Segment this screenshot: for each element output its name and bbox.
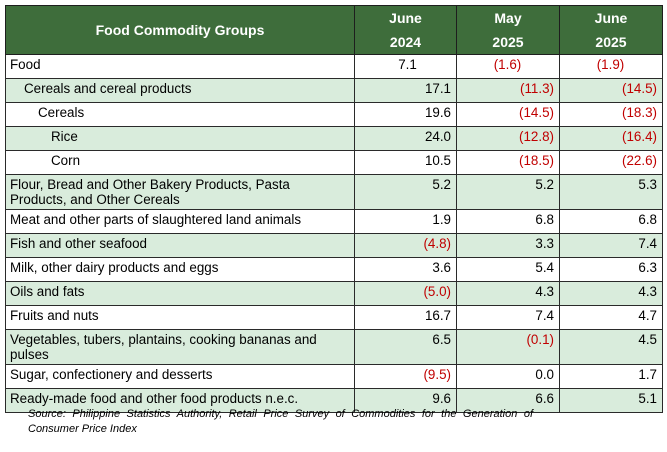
row-label: Corn (5, 150, 355, 175)
table-row: Corn 10.5 (18.5) (22.6) (5, 150, 663, 175)
row-value: 5.1 (559, 388, 663, 413)
row-value: (18.3) (559, 102, 663, 127)
row-value: 6.5 (354, 329, 457, 365)
row-value: 5.4 (456, 257, 560, 282)
table-row: Sugar, confectionery and desserts (9.5) 0.… (5, 364, 663, 389)
row-value: 6.3 (559, 257, 663, 282)
row-value: (18.5) (456, 150, 560, 175)
row-value: (14.5) (559, 78, 663, 103)
table-row: Food 7.1 (1.6) (1.9) (5, 54, 663, 79)
row-value: (16.4) (559, 126, 663, 151)
table-row: Vegetables, tubers, plantains, cooking b… (5, 329, 663, 365)
row-label: Ready-made food and other food products … (5, 388, 355, 413)
row-value: (1.9) (559, 54, 663, 79)
table-row: Cereals 19.6 (14.5) (18.3) (5, 102, 663, 127)
header-col-may-2025: May 2025 (456, 5, 560, 55)
row-label: Cereals and cereal products (5, 78, 355, 103)
table-row: Flour, Bread and Other Bakery Products, … (5, 174, 663, 210)
header-col-june-2024: June 2024 (354, 5, 457, 55)
row-value: (0.1) (456, 329, 560, 365)
row-value: (12.8) (456, 126, 560, 151)
header-year: 2024 (389, 34, 422, 50)
row-value: 7.4 (456, 305, 560, 330)
row-value: 4.3 (456, 281, 560, 306)
row-value: 5.3 (559, 174, 663, 210)
header-month: June (389, 10, 422, 26)
row-value: (4.8) (354, 233, 457, 258)
table-row: Ready-made food and other food products … (5, 388, 663, 413)
row-value: 9.6 (354, 388, 457, 413)
row-label: Rice (5, 126, 355, 151)
row-label: Fruits and nuts (5, 305, 355, 330)
row-value: 24.0 (354, 126, 457, 151)
header-year: 2025 (492, 34, 524, 50)
row-value: 16.7 (354, 305, 457, 330)
header-month: May (494, 10, 522, 26)
row-value: (9.5) (354, 364, 457, 389)
row-label: Oils and fats (5, 281, 355, 306)
cropped-caption-strip (0, 0, 667, 6)
row-value: 7.1 (354, 54, 457, 79)
row-value: (14.5) (456, 102, 560, 127)
row-value: 6.8 (456, 209, 560, 234)
row-label: Food (5, 54, 355, 79)
source-note: Source: Philippine Statistics Authority,… (28, 408, 533, 435)
table-row: Fish and other seafood (4.8) 3.3 7.4 (5, 233, 663, 258)
header-commodity-groups: Food Commodity Groups (5, 5, 355, 55)
row-label: Meat and other parts of slaughtered land… (5, 209, 355, 234)
table-header-row: Food Commodity Groups June 2024 May 2025… (5, 5, 663, 55)
table-row: Cereals and cereal products 17.1 (11.3) (14… (5, 78, 663, 103)
row-value: (11.3) (456, 78, 560, 103)
header-col-june-2025: June 2025 (559, 5, 663, 55)
row-label: Flour, Bread and Other Bakery Products, … (5, 174, 355, 210)
row-label: Fish and other seafood (5, 233, 355, 258)
table-row: Rice 24.0 (12.8) (16.4) (5, 126, 663, 151)
row-value: 17.1 (354, 78, 457, 103)
row-value: 7.4 (559, 233, 663, 258)
table-row: Fruits and nuts 16.7 7.4 4.7 (5, 305, 663, 330)
row-value: 1.7 (559, 364, 663, 389)
row-label: Cereals (5, 102, 355, 127)
row-label: Vegetables, tubers, plantains, cooking b… (5, 329, 355, 365)
table-row: Milk, other dairy products and eggs 3.6 5.… (5, 257, 663, 282)
row-value: 6.8 (559, 209, 663, 234)
food-inflation-table: Food Commodity Groups June 2024 May 2025… (5, 5, 663, 413)
row-value: 4.3 (559, 281, 663, 306)
row-value: 3.3 (456, 233, 560, 258)
row-value: 3.6 (354, 257, 457, 282)
row-value: 5.2 (456, 174, 560, 210)
row-value: 10.5 (354, 150, 457, 175)
row-value: (5.0) (354, 281, 457, 306)
row-value: (1.6) (456, 54, 560, 79)
row-value: 6.6 (456, 388, 560, 413)
table-body: Food 7.1 (1.6) (1.9) Cereals and cereal prod… (5, 54, 663, 413)
row-label: Milk, other dairy products and eggs (5, 257, 355, 282)
row-value: (22.6) (559, 150, 663, 175)
header-year: 2025 (595, 34, 627, 50)
row-value: 4.7 (559, 305, 663, 330)
table-row: Meat and other parts of slaughtered land… (5, 209, 663, 234)
row-value: 0.0 (456, 364, 560, 389)
row-label: Sugar, confectionery and desserts (5, 364, 355, 389)
table-row: Oils and fats (5.0) 4.3 4.3 (5, 281, 663, 306)
row-value: 19.6 (354, 102, 457, 127)
row-value: 1.9 (354, 209, 457, 234)
row-value: 5.2 (354, 174, 457, 210)
header-month: June (594, 10, 628, 26)
row-value: 4.5 (559, 329, 663, 365)
